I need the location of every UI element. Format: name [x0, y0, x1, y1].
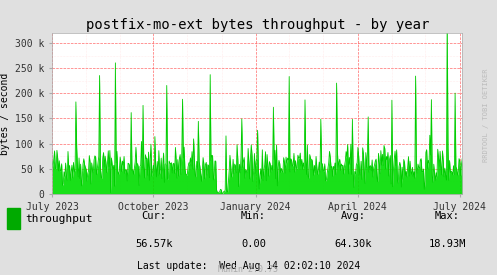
Text: Munin 2.0.75: Munin 2.0.75	[219, 265, 278, 274]
Text: throughput: throughput	[25, 214, 92, 224]
Title: postfix-mo-ext bytes throughput - by year: postfix-mo-ext bytes throughput - by yea…	[85, 18, 429, 32]
Y-axis label: bytes / second: bytes / second	[0, 72, 9, 155]
Text: 56.57k: 56.57k	[135, 239, 173, 249]
Text: Max:: Max:	[435, 211, 460, 221]
Text: Min:: Min:	[241, 211, 266, 221]
Text: RRDTOOL / TOBI OETIKER: RRDTOOL / TOBI OETIKER	[483, 69, 489, 162]
Text: 0.00: 0.00	[241, 239, 266, 249]
Text: 64.30k: 64.30k	[334, 239, 372, 249]
Text: Cur:: Cur:	[142, 211, 166, 221]
Text: Last update:  Wed Aug 14 02:02:10 2024: Last update: Wed Aug 14 02:02:10 2024	[137, 261, 360, 271]
Text: Avg:: Avg:	[340, 211, 365, 221]
Bar	[7, 208, 20, 229]
Text: 18.93M: 18.93M	[428, 239, 466, 249]
